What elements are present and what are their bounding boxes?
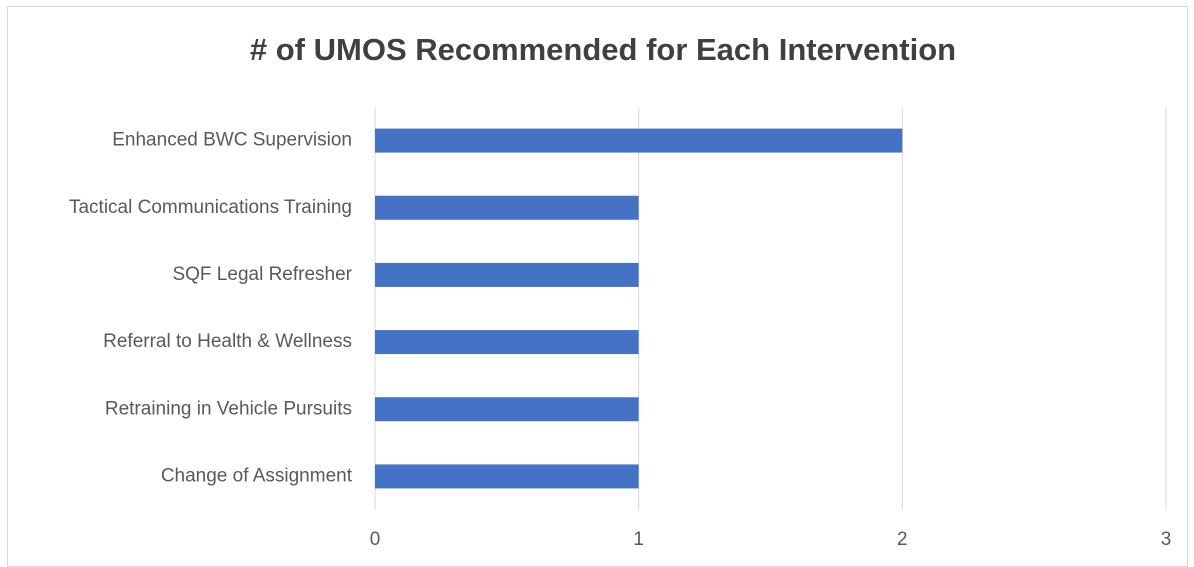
y-tick-label: SQF Legal Refresher bbox=[172, 264, 352, 285]
bar bbox=[375, 397, 639, 422]
bar bbox=[375, 195, 639, 220]
y-tick-label: Enhanced BWC Supervision bbox=[112, 130, 352, 151]
bar bbox=[375, 464, 639, 489]
bar bbox=[375, 128, 903, 153]
y-tick-label: Retraining in Vehicle Pursuits bbox=[105, 398, 352, 419]
bar bbox=[375, 330, 639, 355]
bar bbox=[375, 262, 639, 287]
y-tick-label: Tactical Communications Training bbox=[69, 197, 352, 218]
chart-title: # of UMOS Recommended for Each Intervent… bbox=[250, 32, 956, 67]
x-tick-label: 3 bbox=[1161, 529, 1172, 550]
x-tick-label: 0 bbox=[370, 529, 381, 550]
y-tick-label: Change of Assignment bbox=[161, 465, 353, 486]
x-tick-label: 1 bbox=[633, 529, 644, 550]
y-tick-label: Referral to Health & Wellness bbox=[103, 331, 352, 352]
x-tick-label: 2 bbox=[897, 529, 908, 550]
